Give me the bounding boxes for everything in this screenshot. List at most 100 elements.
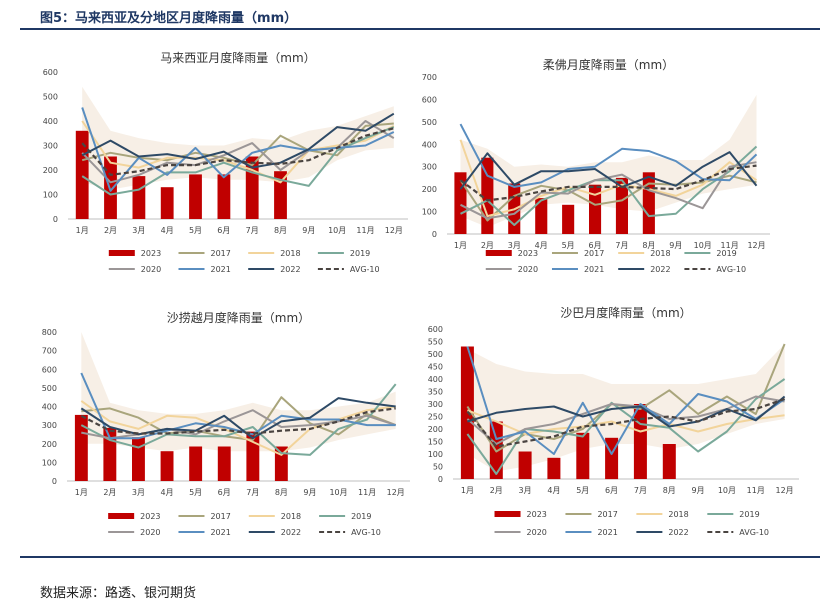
legend-item-2023: 2023 <box>108 249 161 258</box>
figure-title: 图5：马来西亚及分地区月度降雨量（mm） <box>40 11 298 26</box>
bar-2023 <box>454 172 467 234</box>
source-note: 数据来源：路透、银河期货 <box>40 586 197 601</box>
legend-item-2022: 2022 <box>618 265 671 274</box>
y-tick-label: 0 <box>438 475 443 484</box>
y-tick-label: 300 <box>422 163 437 172</box>
legend-label: 2021 <box>584 265 604 274</box>
chart-panel-1: 马来西亚月度降雨量（mm） 0 100 200 300 400 500 600 1月 2月 3月 4月… <box>43 50 408 274</box>
legend-item-2019: 2019 <box>319 512 371 521</box>
legend-label: 2017 <box>597 510 617 519</box>
legend-item-2019: 2019 <box>684 249 737 258</box>
x-tick-label: 10月 <box>328 226 346 235</box>
legend-label: 2022 <box>281 528 301 537</box>
y-tick-label: 600 <box>428 325 443 334</box>
y-tick-label: 100 <box>422 208 437 217</box>
series-line-2017 <box>81 396 397 441</box>
x-tick-label: 7月 <box>615 241 628 250</box>
legend-item-2022: 2022 <box>636 528 689 537</box>
series-line-2018 <box>80 400 396 456</box>
y-tick-label: 200 <box>42 440 57 449</box>
legend-label: 2023 <box>141 249 161 258</box>
legend-label: 2018 <box>650 249 670 258</box>
x-tick-label: 7月 <box>246 488 259 497</box>
y-tick-label: 300 <box>43 142 58 151</box>
legend-item-2020: 2020 <box>108 528 161 537</box>
bar-2023 <box>547 457 561 480</box>
y-tick-label: 350 <box>428 388 443 397</box>
legend-item-2018: 2018 <box>636 510 689 519</box>
legend-item-2021: 2021 <box>565 528 618 537</box>
bar-2023 <box>576 432 590 480</box>
bar-2023 <box>642 172 655 234</box>
x-tick-label: 7月 <box>246 226 259 235</box>
bar-2023 <box>274 171 287 219</box>
x-tick-label: 1月 <box>75 488 88 497</box>
y-tick-label: 250 <box>428 413 443 422</box>
y-tick-label: 50 <box>433 463 443 472</box>
y-tick-label: 300 <box>428 400 443 409</box>
legend-label: AVG-10 <box>739 528 769 537</box>
y-tick-label: 300 <box>42 421 57 430</box>
y-tick-label: 500 <box>428 350 443 359</box>
series-line-2019 <box>466 378 786 475</box>
x-tick-label: 10月 <box>718 486 736 495</box>
x-tick-label: 8月 <box>274 226 287 235</box>
y-tick-label: 400 <box>42 403 57 412</box>
legend-item-2021: 2021 <box>178 528 231 537</box>
series-line-avg-10 <box>466 397 785 448</box>
x-tick-label: 6月 <box>217 226 230 235</box>
series-line-avg-10 <box>80 407 396 435</box>
legend-label: 2021 <box>211 265 231 274</box>
x-tick-label: 11月 <box>721 241 739 250</box>
legend-swatch <box>485 250 512 256</box>
x-tick-label: 9月 <box>302 226 315 235</box>
legend-label: 2022 <box>280 265 300 274</box>
chart-panel-4: 沙巴月度降雨量（mm） 0 50 100 150 200 250 300 350 400 450 50… <box>428 305 799 537</box>
legend-label: 2019 <box>351 512 371 521</box>
legend-item-2020: 2020 <box>108 265 161 274</box>
range-band <box>81 332 396 452</box>
y-tick-label: 150 <box>428 438 443 447</box>
series-line-2022 <box>81 112 395 169</box>
y-tick-label: 400 <box>43 117 58 126</box>
y-tick-label: 0 <box>53 215 58 224</box>
bar-2023 <box>74 414 88 481</box>
y-tick-label: 0 <box>432 230 437 239</box>
y-tick-label: 600 <box>422 95 437 104</box>
x-tick-label: 9月 <box>692 486 705 495</box>
bar-2023 <box>217 446 231 481</box>
top-rule <box>20 28 820 30</box>
x-tick-label: 4月 <box>161 226 174 235</box>
y-tick-label: 500 <box>43 93 58 102</box>
x-tick-label: 7月 <box>634 486 647 495</box>
bar-2023 <box>160 187 174 219</box>
legend-label: 2018 <box>280 249 300 258</box>
bar-2023 <box>535 198 548 234</box>
legend-item-2019: 2019 <box>317 249 370 258</box>
bar-2023 <box>189 446 203 481</box>
x-tick-label: 4月 <box>547 486 560 495</box>
x-tick-label: 9月 <box>669 241 682 250</box>
legend-label: 2019 <box>739 510 759 519</box>
x-tick-label: 2月 <box>103 488 116 497</box>
legend-item-avg-10: AVG-10 <box>707 528 769 537</box>
legend-item-2017: 2017 <box>565 510 618 519</box>
y-tick-label: 800 <box>42 328 57 337</box>
chart-title: 沙捞越月度降雨量（mm） <box>167 310 310 325</box>
chart-title: 柔佛月度降雨量（mm） <box>543 57 674 72</box>
x-tick-label: 11月 <box>356 226 374 235</box>
series-line-2022 <box>459 151 758 190</box>
chart-panel-2: 柔佛月度降雨量（mm） 0 100 200 300 400 500 600 700 1月 2月 3月 4… <box>422 57 770 274</box>
y-tick-label: 600 <box>43 68 58 77</box>
bar-2023 <box>589 184 602 234</box>
x-tick-label: 5月 <box>189 226 202 235</box>
legend-item-2022: 2022 <box>248 528 301 537</box>
x-tick-label: 1月 <box>454 241 467 250</box>
y-tick-label: 200 <box>43 166 58 175</box>
x-tick-label: 3月 <box>519 486 532 495</box>
x-tick-label: 1月 <box>76 226 89 235</box>
x-tick-label: 10月 <box>694 241 712 250</box>
legend-item-2022: 2022 <box>248 265 301 274</box>
legend-label: 2018 <box>668 510 688 519</box>
x-tick-label: 3月 <box>132 488 145 497</box>
